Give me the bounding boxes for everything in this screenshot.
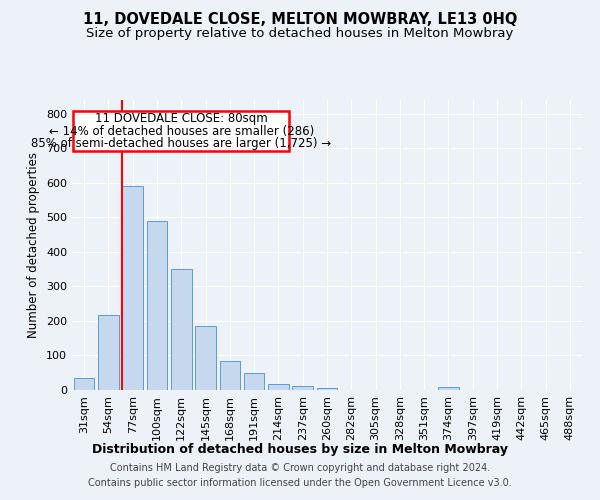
Text: ← 14% of detached houses are smaller (286): ← 14% of detached houses are smaller (28…	[49, 124, 314, 138]
Bar	[171, 269, 191, 390]
Bar	[98, 314, 119, 390]
Bar	[146, 221, 167, 390]
Text: 11, DOVEDALE CLOSE, MELTON MOWBRAY, LE13 0HQ: 11, DOVEDALE CLOSE, MELTON MOWBRAY, LE13…	[83, 12, 517, 28]
Bar	[195, 326, 216, 390]
Bar	[268, 384, 289, 390]
Bar	[292, 386, 313, 390]
Bar	[438, 387, 459, 390]
Y-axis label: Number of detached properties: Number of detached properties	[28, 152, 40, 338]
FancyBboxPatch shape	[73, 112, 289, 151]
Bar	[122, 186, 143, 390]
Text: 85% of semi-detached houses are larger (1,725) →: 85% of semi-detached houses are larger (…	[31, 136, 331, 149]
Bar	[244, 372, 265, 390]
Bar	[220, 360, 240, 390]
Text: Contains HM Land Registry data © Crown copyright and database right 2024.
Contai: Contains HM Land Registry data © Crown c…	[88, 462, 512, 487]
Bar	[317, 388, 337, 390]
Text: Size of property relative to detached houses in Melton Mowbray: Size of property relative to detached ho…	[86, 28, 514, 40]
Text: 11 DOVEDALE CLOSE: 80sqm: 11 DOVEDALE CLOSE: 80sqm	[95, 112, 268, 126]
Bar	[74, 378, 94, 390]
Text: Distribution of detached houses by size in Melton Mowbray: Distribution of detached houses by size …	[92, 442, 508, 456]
